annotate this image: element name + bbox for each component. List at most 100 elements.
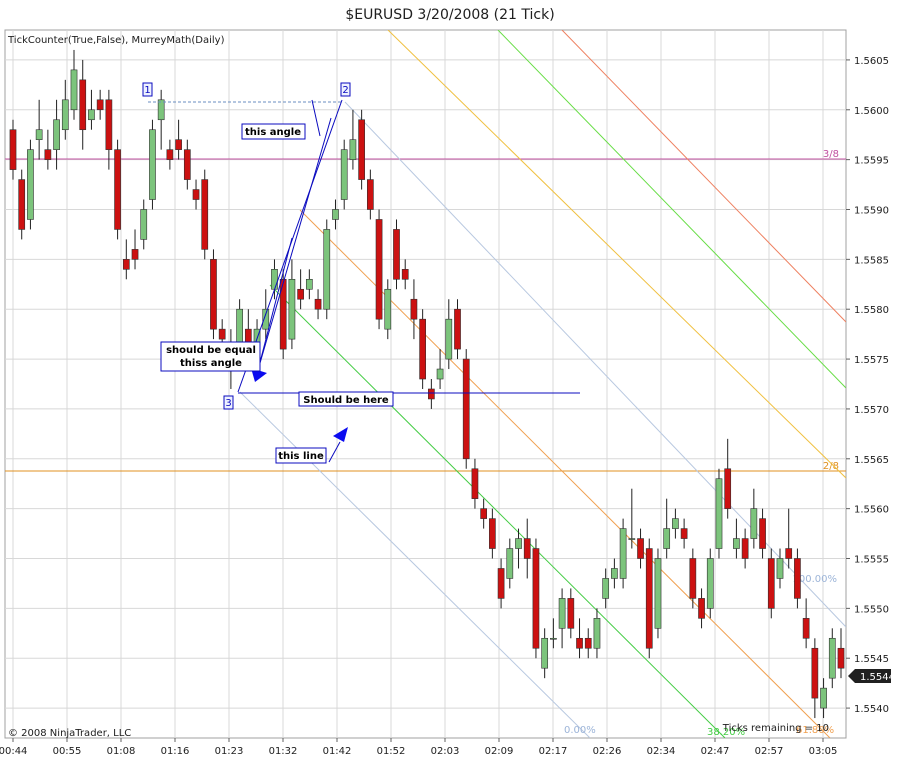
- candle-body-up: [436, 368, 444, 380]
- point-1-marker: [142, 82, 153, 97]
- candle: [384, 279, 392, 340]
- candle-body-up: [70, 69, 78, 111]
- candle: [654, 548, 662, 639]
- candle: [828, 628, 836, 689]
- this-line-text: this line: [278, 451, 324, 462]
- candle-body-down: [79, 79, 87, 131]
- candle-body-up: [88, 109, 95, 121]
- candle: [393, 219, 400, 290]
- candle-body-down: [192, 189, 200, 200]
- candle: [523, 518, 531, 579]
- candle: [140, 199, 148, 250]
- candle: [70, 49, 78, 120]
- candle-body-up: [828, 637, 836, 679]
- candle: [619, 518, 627, 589]
- candle-body-down: [183, 149, 191, 180]
- murrey-2-8-label: 2/8: [823, 461, 839, 472]
- candle-body-down: [523, 538, 531, 559]
- candle-body-up: [149, 129, 156, 200]
- y-tick-label: 1.5580: [854, 305, 889, 316]
- candle-body-up: [384, 288, 392, 330]
- candle-body-up: [157, 99, 165, 121]
- candle-body-down: [489, 518, 496, 549]
- y-tick-label: 1.5565: [854, 455, 889, 466]
- x-tick-label: 02:47: [701, 746, 730, 757]
- copyright-label: © 2008 NinjaTrader, LLC: [8, 728, 131, 739]
- candle: [96, 89, 104, 120]
- candle-body-up: [332, 209, 339, 220]
- candle: [698, 588, 705, 629]
- murrey-3-8-label: 3/8: [823, 149, 839, 160]
- candle-body-down: [9, 129, 17, 170]
- candle-body-down: [18, 179, 26, 230]
- candle-body-down: [698, 598, 705, 619]
- candle-body-down: [166, 149, 174, 160]
- candle: [349, 109, 357, 170]
- candle: [759, 508, 766, 559]
- candle: [471, 458, 479, 509]
- candles: [9, 49, 845, 719]
- y-tick-label: 1.5555: [854, 555, 889, 566]
- arrow-up-icon: [333, 427, 348, 442]
- candle-body-up: [619, 528, 627, 579]
- x-tick-label: 02:09: [485, 746, 514, 757]
- candle-body-down: [419, 318, 426, 380]
- candle-body-up: [27, 149, 34, 220]
- candle-body-up: [602, 578, 610, 599]
- candle: [794, 548, 801, 609]
- candle: [637, 528, 644, 569]
- fib-ext-line-2: [497, 30, 846, 389]
- candle-body-down: [375, 219, 383, 320]
- candle-body-down: [114, 149, 121, 230]
- candle: [358, 109, 365, 190]
- candle-body-up: [776, 558, 784, 579]
- candle: [105, 89, 113, 170]
- indicator-label: TickCounter(True,False), MurreyMath(Dail…: [7, 35, 225, 46]
- candle-body-down: [645, 548, 653, 649]
- plot-area: [4, 29, 847, 739]
- candle: [314, 289, 322, 320]
- candle: [480, 498, 488, 529]
- y-tick-label: 1.5560: [854, 505, 889, 516]
- candle: [672, 508, 679, 539]
- candle: [811, 638, 819, 719]
- candle-body-up: [506, 548, 514, 579]
- candle: [157, 89, 165, 150]
- candle: [785, 508, 793, 569]
- candle: [550, 618, 557, 649]
- candle: [201, 169, 209, 260]
- candle: [419, 309, 426, 389]
- candle: [114, 139, 121, 240]
- last-price-label: 1.5544: [860, 672, 895, 683]
- candle: [445, 299, 453, 370]
- should-be-here-text: Should be here: [303, 395, 389, 406]
- candle: [175, 119, 182, 160]
- x-tick-label: 03:05: [809, 746, 838, 757]
- x-tick-label: 02:03: [431, 746, 460, 757]
- candle: [332, 199, 339, 230]
- candle: [541, 628, 549, 679]
- candle: [724, 438, 732, 519]
- candle: [436, 349, 444, 389]
- candle-body-up: [593, 618, 601, 649]
- candle-body-down: [44, 149, 52, 160]
- x-tick-label: 02:26: [593, 746, 622, 757]
- ticks-remaining-label: Ticks remaining = 10: [722, 723, 829, 734]
- fib-ext-line-1: [387, 30, 846, 479]
- candle-body-up: [715, 478, 723, 549]
- candle: [837, 628, 845, 679]
- candle-body-up: [35, 129, 43, 140]
- point-3-label: 3: [225, 398, 231, 409]
- candle-body-down: [471, 468, 479, 499]
- candle: [323, 219, 331, 320]
- this-angle-box: [241, 123, 306, 140]
- candle: [79, 59, 87, 150]
- candle-body-down: [759, 518, 766, 549]
- candle-body-down: [401, 269, 409, 280]
- candle-body-down: [480, 508, 488, 519]
- candle-body-down: [454, 308, 461, 350]
- candle: [27, 139, 34, 230]
- candle-body-down: [794, 558, 801, 599]
- candle-body-up: [672, 518, 679, 529]
- point-2-marker: [340, 82, 351, 97]
